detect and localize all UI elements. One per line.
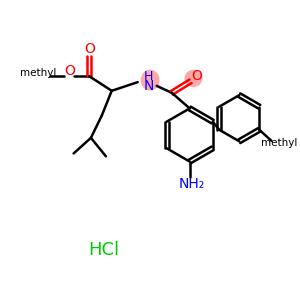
Ellipse shape [141, 70, 160, 91]
Text: O: O [191, 69, 202, 83]
Text: O: O [64, 64, 75, 78]
Text: NH₂: NH₂ [179, 177, 205, 191]
Ellipse shape [184, 70, 202, 87]
Text: methyl: methyl [20, 68, 56, 78]
Text: N: N [143, 79, 154, 93]
Text: O: O [84, 43, 95, 56]
Text: HCl: HCl [88, 241, 119, 259]
Text: H: H [144, 70, 153, 83]
Text: methyl: methyl [261, 138, 297, 148]
